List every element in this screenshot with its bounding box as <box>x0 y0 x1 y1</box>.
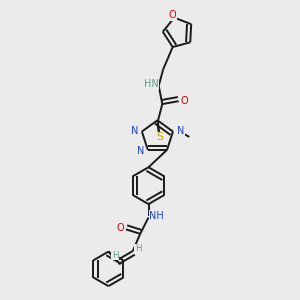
Text: NH: NH <box>149 211 164 221</box>
Text: S: S <box>157 132 164 142</box>
Text: N: N <box>137 146 144 156</box>
Text: O: O <box>117 224 124 233</box>
Text: N: N <box>131 126 138 136</box>
Text: O: O <box>180 95 188 106</box>
Text: N: N <box>177 126 184 136</box>
Text: H: H <box>112 251 118 260</box>
Text: O: O <box>169 10 177 20</box>
Text: HN: HN <box>144 79 159 89</box>
Text: H: H <box>135 244 141 253</box>
